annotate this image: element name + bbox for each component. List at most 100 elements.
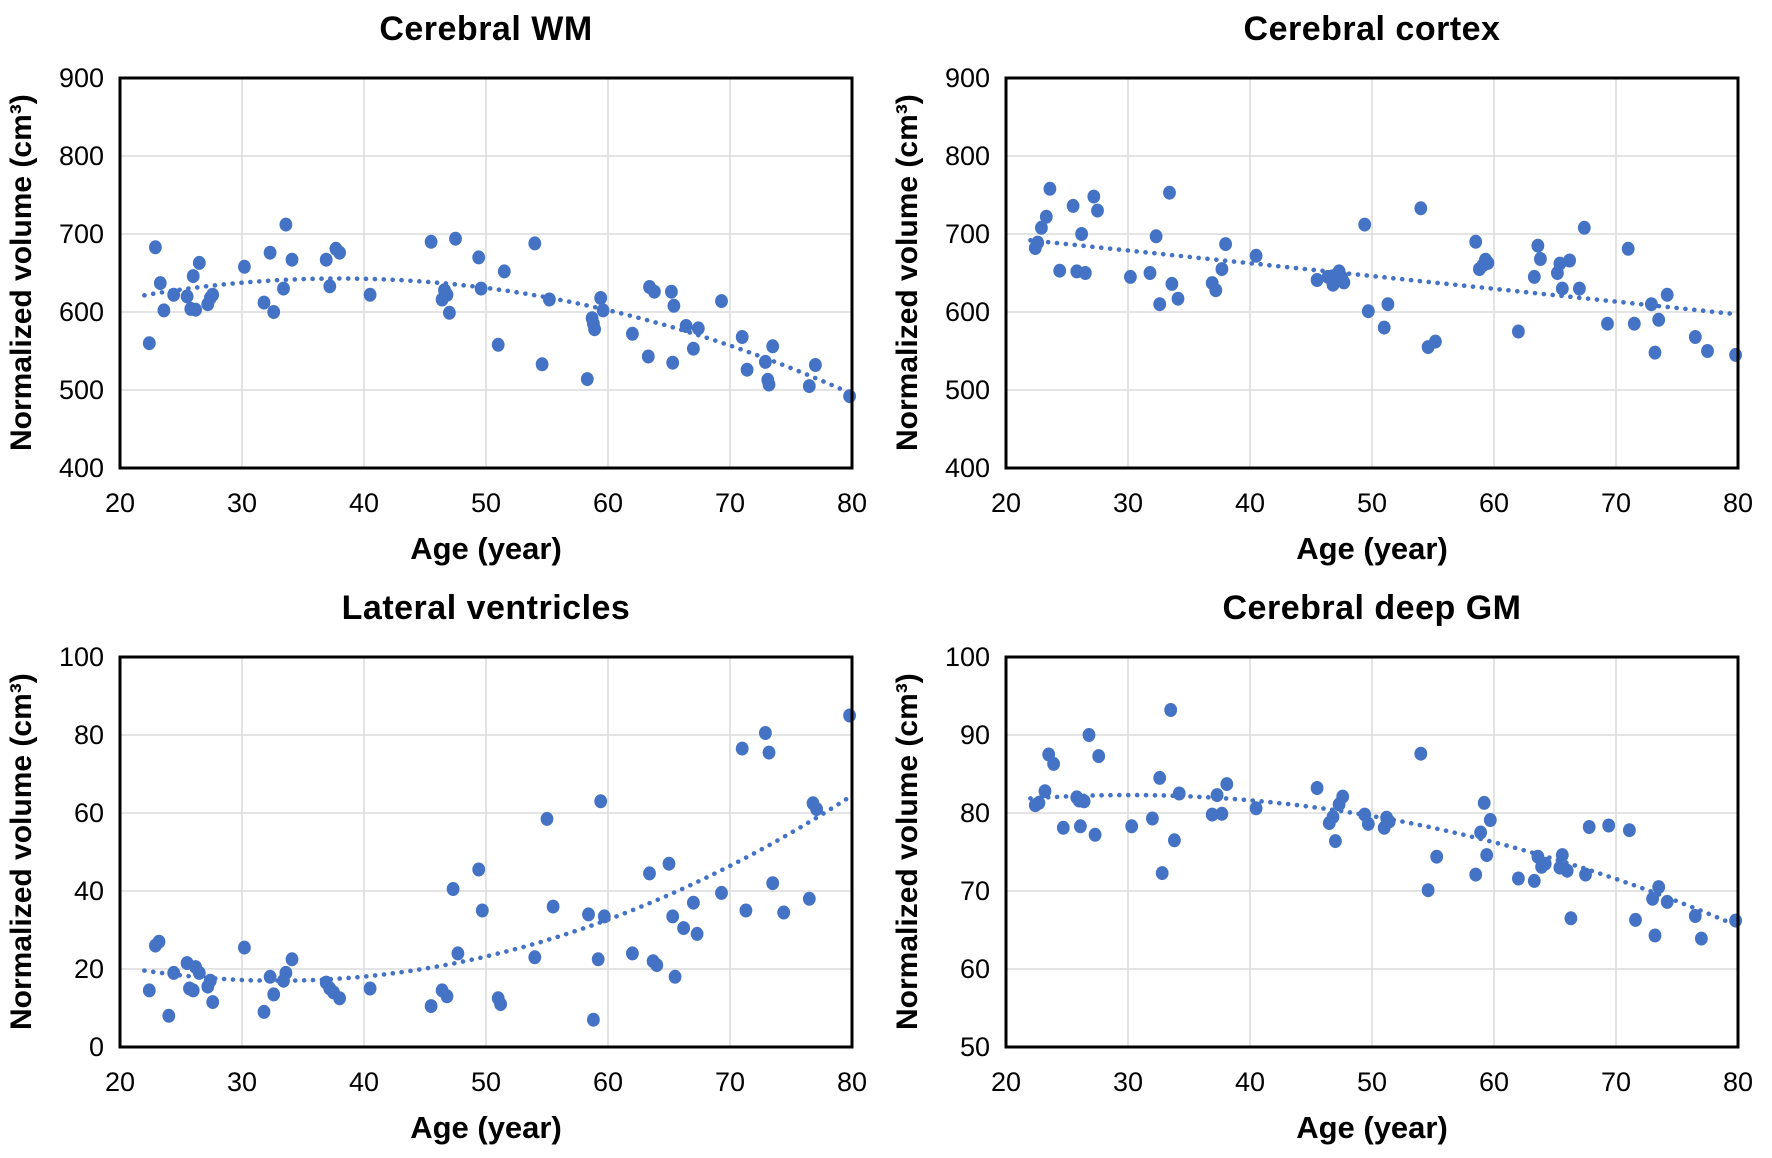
y-tick-labels: 400 500 600 700 800 900 — [945, 63, 990, 483]
data-point — [1077, 794, 1091, 809]
data-point — [1149, 229, 1163, 244]
x-tick-label: 70 — [715, 488, 745, 518]
y-tick-label: 400 — [59, 453, 104, 483]
data-point — [1701, 344, 1714, 358]
data-point — [843, 708, 856, 723]
data-point — [1337, 275, 1351, 290]
data-point — [1361, 816, 1375, 831]
y-tick-label: 50 — [960, 1032, 990, 1062]
data-point — [668, 969, 682, 984]
y-tick-label: 800 — [59, 141, 104, 171]
data-point — [1646, 891, 1659, 906]
data-point — [1481, 255, 1495, 270]
data-point — [1660, 894, 1674, 909]
data-point — [1648, 345, 1662, 360]
data-point — [285, 952, 299, 967]
y-tick-label: 800 — [945, 141, 990, 171]
data-point — [192, 255, 206, 270]
data-point — [1168, 833, 1181, 848]
data-point — [1623, 823, 1636, 838]
data-point — [777, 905, 791, 920]
data-point — [257, 1004, 271, 1019]
data-point — [1414, 201, 1428, 216]
y-tick-label: 60 — [960, 954, 990, 984]
data-point — [648, 284, 661, 299]
x-axis-label: Age (year) — [1296, 531, 1448, 566]
data-point — [1688, 909, 1702, 923]
data-point — [1165, 276, 1179, 291]
data-point — [1660, 287, 1674, 302]
data-point — [1688, 330, 1702, 344]
data-point — [735, 330, 749, 344]
data-point — [333, 245, 346, 260]
data-point — [1602, 818, 1616, 833]
data-point — [162, 1008, 176, 1023]
x-tick-label: 30 — [227, 1067, 257, 1097]
plot-border — [1004, 655, 1740, 1049]
data-point — [186, 983, 200, 998]
data-point — [1729, 913, 1742, 928]
data-point — [1629, 912, 1642, 927]
x-tick-label: 40 — [1235, 488, 1265, 518]
plot-border — [118, 655, 854, 1049]
plot-border — [1004, 76, 1740, 470]
x-tick-labels: 20 30 40 50 60 70 80 — [991, 1067, 1753, 1097]
data-point — [1146, 811, 1159, 826]
x-tick-labels: 20 30 40 50 60 70 80 — [105, 1067, 867, 1097]
data-point — [189, 302, 203, 317]
data-point — [1205, 807, 1219, 822]
y-tick-label: 80 — [74, 720, 104, 750]
data-point — [1039, 209, 1053, 224]
data-point — [1477, 795, 1491, 810]
data-point — [263, 245, 277, 260]
data-point — [1512, 324, 1525, 339]
data-point — [474, 281, 488, 296]
data-point — [1382, 814, 1396, 829]
y-tick-label: 500 — [945, 375, 990, 405]
gridlines — [1005, 656, 1739, 1048]
data-point — [594, 794, 608, 809]
data-point — [762, 377, 776, 392]
data-point — [1310, 781, 1324, 795]
data-point — [363, 287, 377, 302]
data-point — [1564, 911, 1578, 926]
data-point — [1082, 728, 1096, 742]
x-axis-label: Age (year) — [410, 1110, 562, 1145]
trend-line — [1028, 238, 1741, 317]
data-point — [1087, 189, 1101, 204]
data-point — [1155, 866, 1169, 881]
data-point — [679, 319, 693, 333]
data-point — [626, 946, 639, 961]
data-point — [677, 921, 690, 936]
x-tick-label: 70 — [715, 1067, 745, 1097]
y-tick-label: 600 — [59, 297, 104, 327]
data-point — [1310, 273, 1324, 287]
data-point — [650, 958, 664, 973]
data-point — [363, 981, 377, 996]
data-point — [1125, 819, 1139, 834]
y-tick-label: 100 — [945, 642, 990, 672]
data-point — [1038, 784, 1052, 799]
data-point — [279, 965, 293, 980]
data-point — [1652, 880, 1666, 895]
data-point — [715, 294, 728, 309]
data-point — [596, 303, 610, 318]
data-point — [1074, 819, 1087, 834]
data-point — [1091, 203, 1104, 218]
data-point — [587, 1012, 600, 1027]
data-point — [263, 969, 277, 984]
data-point — [257, 295, 271, 310]
data-point — [203, 973, 217, 988]
x-tick-labels: 20 30 40 50 60 70 80 — [991, 488, 1753, 518]
y-tick-label: 900 — [59, 63, 104, 93]
data-point — [1555, 848, 1569, 863]
y-tick-label: 0 — [89, 1032, 104, 1062]
data-point — [277, 281, 290, 296]
data-point — [333, 991, 346, 1006]
scatter-plot-canvas: 20 30 40 50 60 70 80 50 60 70 80 90 100 — [945, 642, 1753, 1097]
chart-title: Cerebral deep GM — [1222, 589, 1522, 627]
data-point — [1056, 820, 1070, 835]
chart-title: Cerebral cortex — [1243, 10, 1501, 48]
